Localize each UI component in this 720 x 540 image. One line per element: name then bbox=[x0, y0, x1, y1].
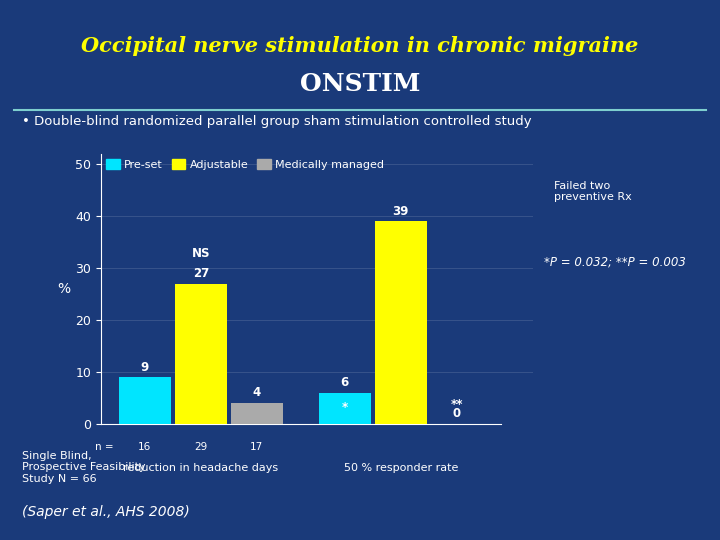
Text: 16: 16 bbox=[138, 442, 151, 452]
Text: 9: 9 bbox=[140, 361, 149, 374]
Text: Failed two
preventive Rx: Failed two preventive Rx bbox=[554, 181, 632, 202]
Text: NS: NS bbox=[192, 247, 210, 260]
Bar bbox=[175, 284, 227, 424]
Text: ONSTIM: ONSTIM bbox=[300, 72, 420, 96]
Legend: Pre-set, Adjustable, Medically managed: Pre-set, Adjustable, Medically managed bbox=[107, 159, 384, 170]
Text: reduction in headache days: reduction in headache days bbox=[123, 463, 279, 473]
Bar bbox=[231, 403, 283, 424]
Y-axis label: %: % bbox=[58, 282, 71, 296]
Text: • Double-blind randomized parallel group sham stimulation controlled study: • Double-blind randomized parallel group… bbox=[22, 115, 531, 128]
Text: n =: n = bbox=[96, 442, 114, 452]
Text: **: ** bbox=[451, 398, 463, 411]
Text: Occipital nerve stimulation in chronic migraine: Occipital nerve stimulation in chronic m… bbox=[81, 36, 639, 56]
Bar bbox=[375, 221, 427, 424]
Bar bbox=[319, 393, 371, 424]
Text: 17: 17 bbox=[250, 442, 264, 452]
Text: 6: 6 bbox=[341, 376, 349, 389]
Text: 29: 29 bbox=[194, 442, 207, 452]
Text: (Saper et al., AHS 2008): (Saper et al., AHS 2008) bbox=[22, 505, 189, 519]
Text: *: * bbox=[342, 401, 348, 414]
Text: Single Blind,
Prospective Feasibility
Study N = 66: Single Blind, Prospective Feasibility St… bbox=[22, 451, 145, 484]
Text: 39: 39 bbox=[392, 205, 409, 218]
Text: 27: 27 bbox=[193, 267, 209, 280]
Text: 0: 0 bbox=[453, 407, 461, 420]
Bar bbox=[119, 377, 171, 424]
Text: 50 % responder rate: 50 % responder rate bbox=[343, 463, 458, 473]
Text: 4: 4 bbox=[253, 387, 261, 400]
Text: *P = 0.032; **P = 0.003: *P = 0.032; **P = 0.003 bbox=[544, 255, 685, 268]
